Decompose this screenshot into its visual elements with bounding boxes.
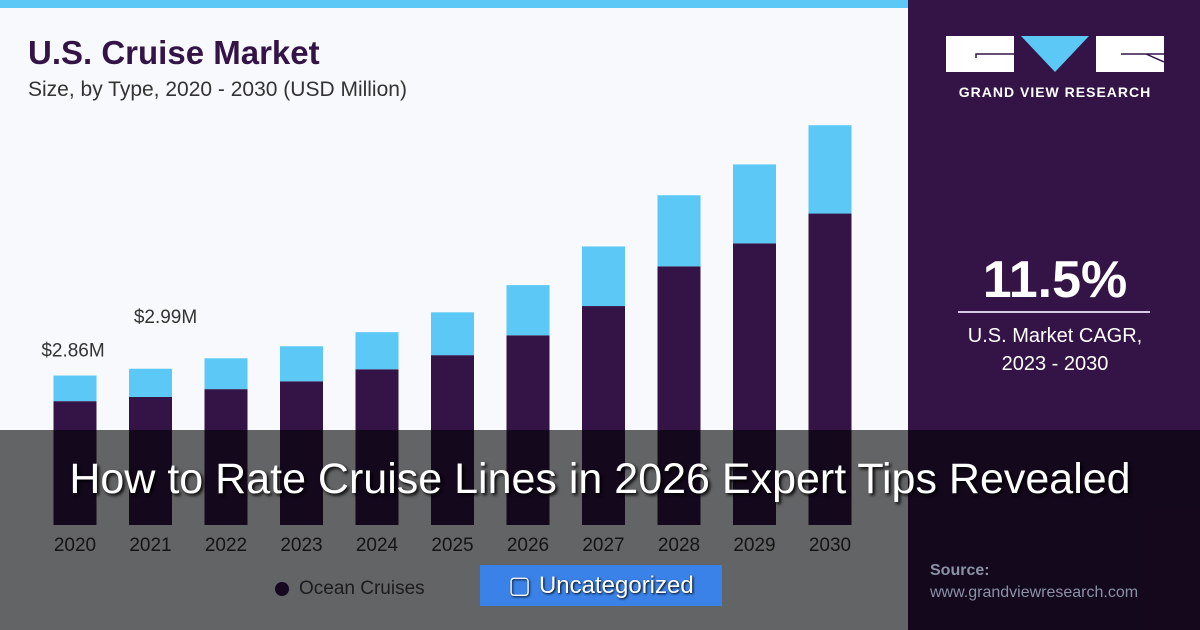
source: Source: www.grandviewresearch.com bbox=[930, 560, 1138, 604]
data-label: $2.86M bbox=[41, 341, 104, 362]
bar-2020-series-1 bbox=[53, 375, 97, 402]
source-label: Source: bbox=[930, 562, 990, 579]
bar-2023-series-1 bbox=[280, 346, 323, 382]
bar-2021-series-1 bbox=[129, 368, 172, 397]
grand-view-research-logo bbox=[946, 36, 1164, 72]
bar-2028-series-1 bbox=[657, 195, 701, 267]
bar-2027-series-1 bbox=[582, 246, 625, 307]
legend-label-ocean: Ocean Cruises bbox=[299, 578, 425, 599]
category-label: Uncategorized bbox=[538, 571, 694, 599]
bar-2030-series-1 bbox=[808, 125, 852, 214]
cagr-value: 11.5% bbox=[982, 251, 1128, 309]
cagr-label: U.S. Market CAGR, 2023 - 2030 bbox=[940, 322, 1170, 378]
divider bbox=[958, 311, 1150, 313]
brand-name: GRAND VIEW RESEARCH bbox=[958, 84, 1152, 100]
chart-title: U.S. Cruise Market bbox=[28, 34, 320, 71]
data-label: $2.99M bbox=[134, 307, 197, 328]
legend: Ocean Cruises bbox=[275, 578, 425, 600]
bar-2029-series-1 bbox=[733, 164, 776, 244]
bar-2024-series-1 bbox=[355, 332, 399, 370]
category-badge[interactable]: ▢ Uncategorized bbox=[480, 565, 722, 606]
cagr-label-line2: 2023 - 2030 bbox=[1001, 353, 1109, 375]
post-headline[interactable]: How to Rate Cruise Lines in 2026 Expert … bbox=[69, 455, 1131, 503]
folder-icon: ▢ bbox=[508, 572, 531, 599]
chart-subtitle: Size, by Type, 2020 - 2030 (USD Million) bbox=[28, 78, 407, 101]
bar-2025-series-1 bbox=[431, 312, 474, 356]
legend-swatch-ocean bbox=[275, 582, 289, 596]
bar-2022-series-1 bbox=[204, 358, 248, 390]
source-url: www.grandviewresearch.com bbox=[930, 584, 1139, 601]
cagr-label-line1: U.S. Market CAGR, bbox=[967, 325, 1143, 347]
bar-2026-series-1 bbox=[506, 285, 550, 336]
